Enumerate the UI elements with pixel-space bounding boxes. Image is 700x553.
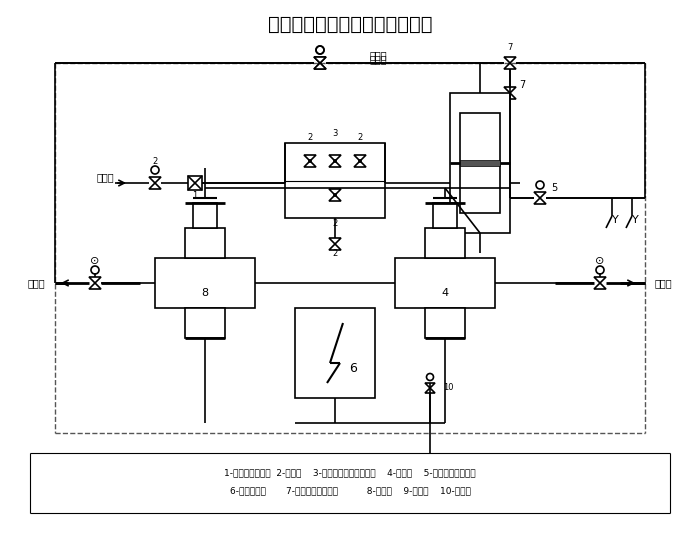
Polygon shape xyxy=(354,155,366,161)
Polygon shape xyxy=(534,192,546,198)
Bar xyxy=(185,228,225,258)
Text: 1: 1 xyxy=(193,190,197,200)
Bar xyxy=(285,143,385,218)
Polygon shape xyxy=(149,183,161,189)
Text: 冷供气: 冷供气 xyxy=(370,50,388,60)
Circle shape xyxy=(333,159,337,163)
Text: 10: 10 xyxy=(442,383,454,393)
Polygon shape xyxy=(329,244,341,250)
Bar xyxy=(193,203,217,228)
Text: 8: 8 xyxy=(202,288,209,298)
Bar xyxy=(450,93,510,233)
Polygon shape xyxy=(425,388,435,393)
Polygon shape xyxy=(594,277,606,283)
Polygon shape xyxy=(89,283,101,289)
Polygon shape xyxy=(329,161,341,167)
Text: ⊙: ⊙ xyxy=(90,256,99,266)
Text: 6-高压加热器       7-截止阀（放气阀）          8-出口阀    9-节流圈    10-注水阀: 6-高压加热器 7-截止阀（放气阀） 8-出口阀 9-节流圈 10-注水阀 xyxy=(230,487,470,495)
Polygon shape xyxy=(314,57,326,63)
Text: ⊙: ⊙ xyxy=(595,256,605,266)
Polygon shape xyxy=(314,57,326,63)
Polygon shape xyxy=(314,63,326,69)
Text: 2: 2 xyxy=(358,133,363,142)
Text: 2: 2 xyxy=(332,249,337,258)
Circle shape xyxy=(309,159,312,163)
Bar xyxy=(185,308,225,338)
Bar xyxy=(395,258,495,308)
Bar xyxy=(188,176,202,190)
Text: 2: 2 xyxy=(307,133,313,142)
Polygon shape xyxy=(425,383,435,388)
Circle shape xyxy=(358,159,361,163)
Text: 至锅炉: 至锅炉 xyxy=(28,278,46,288)
Polygon shape xyxy=(149,177,161,183)
Text: 冷供气: 冷供气 xyxy=(370,54,388,64)
Polygon shape xyxy=(504,87,516,93)
Bar xyxy=(460,160,500,166)
Polygon shape xyxy=(504,93,516,99)
Text: 给水进: 给水进 xyxy=(654,278,672,288)
Polygon shape xyxy=(504,57,516,63)
Polygon shape xyxy=(304,155,316,161)
Polygon shape xyxy=(329,155,341,161)
Text: Y: Y xyxy=(631,215,638,225)
Circle shape xyxy=(333,194,337,196)
Polygon shape xyxy=(314,63,326,69)
Polygon shape xyxy=(329,238,341,244)
Text: 4: 4 xyxy=(442,288,449,298)
Polygon shape xyxy=(534,198,546,204)
Text: Y: Y xyxy=(612,215,618,225)
Text: 2: 2 xyxy=(153,156,158,165)
Polygon shape xyxy=(329,189,341,195)
Text: 冷凝水: 冷凝水 xyxy=(97,172,115,182)
Polygon shape xyxy=(594,283,606,289)
Text: 5: 5 xyxy=(551,183,557,193)
Polygon shape xyxy=(504,63,516,69)
Text: 7: 7 xyxy=(508,43,512,51)
Bar xyxy=(425,228,465,258)
Polygon shape xyxy=(329,195,341,201)
Text: 3: 3 xyxy=(332,128,337,138)
Bar xyxy=(433,203,457,228)
Bar xyxy=(425,308,465,338)
Bar xyxy=(295,308,375,398)
Polygon shape xyxy=(354,161,366,167)
Text: 2: 2 xyxy=(332,220,337,228)
Text: 高压加热器给水保护系统原理图: 高压加热器给水保护系统原理图 xyxy=(267,15,433,34)
Text: 7: 7 xyxy=(519,80,525,90)
Bar xyxy=(155,258,255,308)
Polygon shape xyxy=(304,161,316,167)
Bar xyxy=(460,113,500,213)
Polygon shape xyxy=(89,277,101,283)
Text: 6: 6 xyxy=(349,362,357,374)
Text: 1-滤网（过滤器）  2-截止阀    3-电磁阀（快速启闭阀）    4-入口阀    5-截止阀（放水阀）: 1-滤网（过滤器） 2-截止阀 3-电磁阀（快速启闭阀） 4-入口阀 5-截止阀… xyxy=(224,468,476,477)
